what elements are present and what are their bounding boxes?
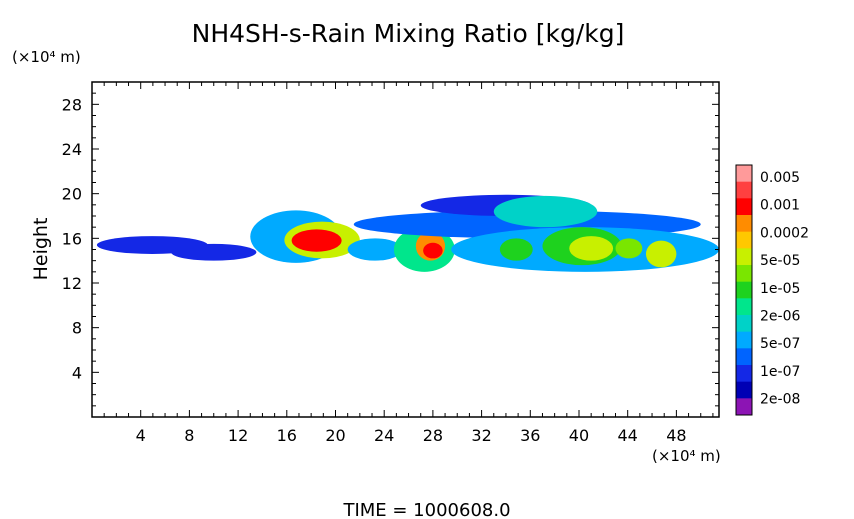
colorbar: 0.005 0.001 0.0002 5e-05 1e-05 2e-06 5e-07 1e-0… [735, 164, 809, 416]
y-tick-label: 24 [62, 140, 82, 159]
x-tick-label: 20 [325, 426, 345, 445]
colorbar-swatch [736, 281, 752, 299]
y-tick-label: 28 [62, 95, 82, 114]
colorbar-swatch [736, 381, 752, 399]
colorbar-label: 0.005 [760, 170, 800, 186]
x-tick-label: 8 [184, 426, 194, 445]
chart-title: NH4SH-s-Rain Mixing Ratio [kg/kg] [192, 19, 625, 48]
field-blob-16 [615, 238, 643, 259]
x-tick-label: 16 [277, 426, 297, 445]
colorbar-label: 1e-07 [760, 364, 800, 380]
colorbar-label: 1e-05 [760, 281, 800, 297]
y-axis-label: Height [30, 218, 52, 281]
x-tick-label: 36 [520, 426, 540, 445]
y-unit-label: (×10⁴ m) [12, 48, 81, 66]
colorbar-label: 5e-05 [760, 253, 800, 269]
colorbar-swatch [736, 398, 752, 416]
x-tick-label: 4 [136, 426, 146, 445]
colorbar-swatch [736, 298, 752, 316]
colorbar-swatch [736, 231, 752, 249]
colorbar-swatch [736, 181, 752, 199]
field-blob-13 [499, 238, 533, 261]
colorbar-swatch [736, 248, 752, 266]
field-blob-11 [493, 195, 598, 228]
x-tick-label: 48 [666, 426, 686, 445]
colorbar-swatch [736, 198, 752, 216]
colorbar-label: 0.001 [760, 198, 800, 214]
y-tick-label: 20 [62, 185, 82, 204]
colorbar-swatch [736, 165, 752, 183]
colorbar-label: 2e-08 [760, 392, 800, 408]
colorbar-swatch [736, 265, 752, 283]
colorbar-swatch [736, 365, 752, 383]
colorbar-frame [735, 164, 753, 416]
x-tick-label: 24 [374, 426, 394, 445]
x-tick-label: 40 [569, 426, 589, 445]
colorbar-label: 0.0002 [760, 225, 809, 241]
field-blob-1 [171, 243, 257, 261]
colorbar-label: 2e-06 [760, 309, 800, 325]
time-footer: TIME = 1000608.0 [342, 500, 510, 519]
plot-area [96, 194, 719, 272]
field-blob-17 [645, 240, 677, 268]
x-tick-label: 12 [228, 426, 248, 445]
field-blob-8 [423, 242, 443, 259]
colorbar-label: 5e-07 [760, 336, 800, 352]
x-tick-label: 28 [423, 426, 443, 445]
colorbar-swatch [736, 315, 752, 333]
field-blob-5 [347, 238, 403, 261]
field-blob-15 [569, 236, 614, 261]
colorbar-swatch [736, 331, 752, 349]
y-tick-label: 12 [62, 274, 82, 293]
field-blob-4 [291, 229, 342, 252]
colorbar-swatch [736, 215, 752, 233]
y-tick-label: 16 [62, 229, 82, 248]
y-tick-label: 8 [72, 319, 82, 338]
x-tick-label: 44 [618, 426, 638, 445]
x-tick-label: 32 [471, 426, 491, 445]
colorbar-swatch [736, 348, 752, 366]
y-tick-label: 4 [72, 363, 82, 382]
x-unit-label: (×10⁴ m) [652, 447, 721, 465]
